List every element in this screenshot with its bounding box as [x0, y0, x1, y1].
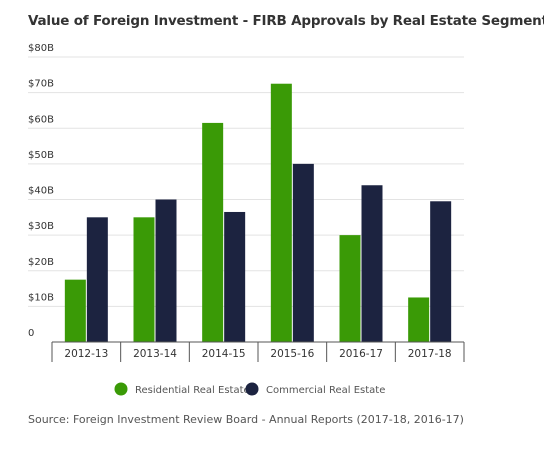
x-tick-label: 2013-14 [133, 348, 177, 360]
bar-commercial-2012-13 [86, 217, 108, 342]
bar-residential-2017-18 [408, 297, 430, 342]
legend-marker-residential [114, 382, 128, 396]
y-tick-label: $60B [28, 114, 54, 125]
bar-commercial-2016-17 [361, 185, 383, 342]
legend-label-commercial: Commercial Real Estate [266, 385, 385, 396]
bar-commercial-2014-15 [224, 211, 246, 342]
chart-title: Value of Foreign Investment - FIRB Appro… [28, 13, 544, 29]
grid-lines [28, 56, 464, 307]
y-tick-label: $40B [28, 186, 54, 197]
bar-residential-2016-17 [339, 235, 361, 342]
x-tick-label: 2012-13 [64, 348, 108, 360]
y-axis-labels: 0 $10B $20B $30B $40B $50B $60B $70B $80B [28, 43, 54, 339]
x-axis: 2012-13 2013-14 2014-15 2015-16 2016-17 2017-… [51, 341, 465, 362]
y-tick-label: $10B [28, 292, 54, 303]
bar-residential-2015-16 [270, 83, 292, 342]
y-tick-label: $80B [28, 43, 54, 54]
bar-residential-2013-14 [133, 217, 155, 342]
legend-marker-commercial [245, 382, 259, 396]
legend: Residential Real Estate Commercial Real E… [114, 382, 385, 396]
y-tick-label: $30B [28, 221, 54, 232]
x-tick-label: 2017-18 [408, 348, 452, 360]
y-tick-label: $70B [28, 79, 54, 90]
y-tick-label: $20B [28, 257, 54, 268]
source-note: Source: Foreign Investment Review Board … [28, 413, 464, 426]
legend-label-residential: Residential Real Estate [135, 385, 250, 396]
y-tick-label: $50B [28, 150, 54, 161]
bar-commercial-2013-14 [155, 199, 177, 342]
bar-residential-2012-13 [64, 279, 86, 342]
bar-residential-2014-15 [202, 122, 224, 342]
y-tick-label: 0 [28, 328, 34, 339]
x-tick-label: 2015-16 [270, 348, 314, 360]
bars [64, 83, 452, 342]
bar-chart: 0 $10B $20B $30B $40B $50B $60B $70B $80B 2012-1… [28, 43, 465, 396]
bar-commercial-2017-18 [430, 201, 452, 342]
x-tick-label: 2016-17 [339, 348, 383, 360]
bar-commercial-2015-16 [292, 163, 314, 342]
x-tick-label: 2014-15 [202, 348, 246, 360]
